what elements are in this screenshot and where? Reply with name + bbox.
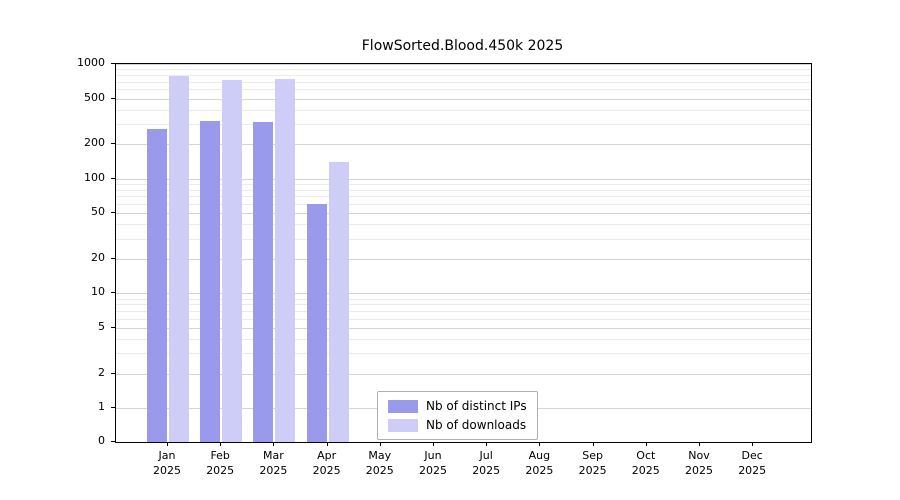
gridline-minor (116, 196, 811, 198)
gridline-minor (116, 224, 811, 226)
y-tick-mark (111, 97, 115, 99)
x-tick-label: Mar 2025 (259, 449, 288, 477)
bar-downloads-mar (275, 79, 296, 442)
y-tick-label: 2 (98, 365, 105, 379)
legend-label: Nb of distinct IPs (426, 399, 527, 413)
gridline-major (116, 144, 811, 146)
y-tick-mark (111, 441, 115, 442)
y-tick-label: 10 (91, 285, 105, 299)
x-tick-mark (326, 442, 328, 446)
x-tick-label: Nov 2025 (685, 449, 713, 477)
x-tick-mark (433, 442, 434, 446)
legend-item: Nb of downloads (388, 418, 527, 432)
bar-ips-mar (253, 122, 274, 442)
legend-item: Nb of distinct IPs (388, 399, 527, 413)
gridline-minor (116, 124, 811, 125)
x-tick-mark (379, 442, 381, 446)
gridline-minor (116, 204, 811, 206)
y-tick-mark (111, 63, 115, 64)
y-tick-label: 100 (84, 170, 105, 184)
y-tick-label: 20 (91, 250, 105, 264)
x-tick-mark (539, 442, 541, 446)
bar-ips-feb (200, 120, 221, 442)
chart-title: FlowSorted.Blood.450k 2025 (361, 38, 564, 54)
x-tick-label: Jul 2025 (472, 449, 501, 477)
y-tick-mark (111, 372, 115, 374)
bar-ips-jan (147, 129, 167, 442)
x-tick-label: Aug 2025 (525, 449, 554, 477)
gridline-major (116, 213, 811, 215)
x-tick-mark (592, 442, 594, 446)
gridline-minor (116, 298, 811, 300)
gridline-major (116, 258, 811, 260)
y-tick-mark (111, 407, 115, 408)
gridline-minor (116, 81, 811, 83)
gridline-major (116, 293, 811, 295)
x-tick-label: Dec 2025 (738, 449, 767, 477)
legend-swatch-icon (388, 418, 418, 432)
gridline-minor (116, 304, 811, 306)
gridline-minor (116, 318, 811, 320)
gridline-minor (116, 339, 811, 340)
x-tick-mark (645, 442, 647, 446)
y-tick-label: 1000 (77, 56, 105, 69)
y-tick-label: 5 (98, 319, 105, 333)
gridline-minor (116, 311, 811, 313)
x-tick-label: Jan 2025 (153, 449, 181, 477)
bar-downloads-apr (328, 161, 349, 442)
gridline-major (116, 64, 811, 65)
gridline-minor (116, 183, 811, 185)
gridline-minor (116, 109, 811, 111)
gridline-major (116, 178, 811, 180)
gridline-major (116, 327, 811, 329)
gridline-minor (116, 353, 811, 355)
y-tick-label: 200 (84, 136, 105, 150)
x-tick-mark (273, 442, 275, 446)
x-tick-label: May 2025 (365, 449, 394, 477)
x-tick-label: Sep 2025 (578, 449, 607, 477)
plot-area (115, 63, 812, 443)
legend-swatch-icon (388, 399, 418, 413)
gridline-minor (116, 69, 811, 71)
y-tick-mark (111, 326, 115, 328)
bar-downloads-feb (222, 79, 243, 442)
x-tick-mark (167, 442, 168, 446)
x-tick-mark (220, 442, 222, 446)
legend: Nb of distinct IPs Nb of downloads (377, 391, 538, 440)
x-tick-mark (486, 442, 488, 446)
y-tick-label: 50 (91, 205, 105, 219)
gridline-major (116, 98, 811, 100)
x-tick-mark (699, 442, 700, 446)
x-tick-label: Oct 2025 (631, 449, 660, 477)
gridline-minor (116, 238, 811, 240)
y-tick-mark (111, 143, 115, 145)
bar-ips-apr (306, 204, 327, 442)
y-tick-mark (111, 177, 115, 179)
x-tick-label: Jun 2025 (419, 449, 447, 477)
x-tick-label: Feb 2025 (206, 449, 235, 477)
x-tick-mark (752, 442, 754, 446)
gridline-minor (116, 75, 811, 77)
y-tick-mark (111, 292, 115, 294)
y-tick-label: 500 (84, 90, 105, 104)
y-tick-mark (111, 212, 115, 214)
y-tick-label: 1 (98, 400, 105, 413)
y-tick-mark (111, 257, 115, 259)
y-tick-label: 0 (98, 434, 105, 447)
gridline-minor (116, 189, 811, 191)
gridline-major (116, 373, 811, 375)
x-tick-label: Apr 2025 (312, 449, 341, 477)
gridline-minor (116, 89, 811, 91)
legend-label: Nb of downloads (426, 418, 527, 432)
bar-downloads-jan (169, 75, 189, 442)
